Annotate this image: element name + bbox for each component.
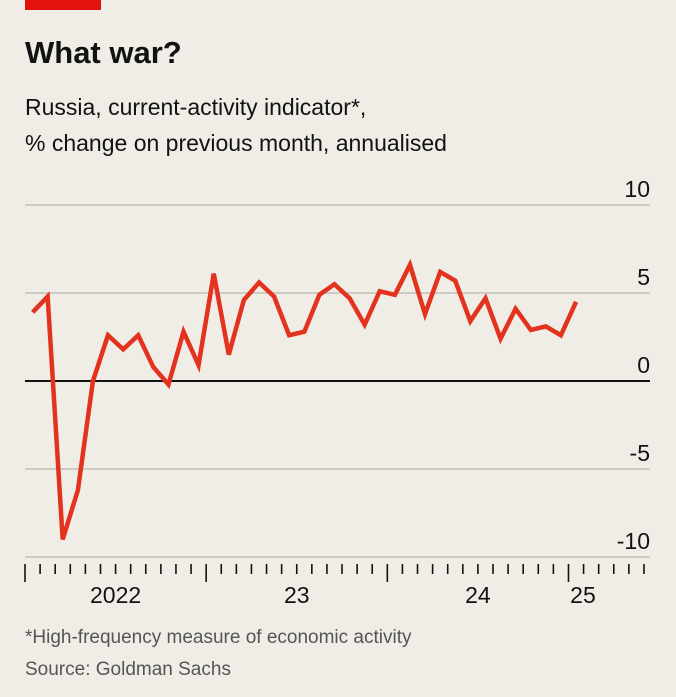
y-tick-label: 0	[637, 352, 650, 378]
chart-subtitle: % change on previous month, annualised	[25, 130, 447, 156]
source: Source: Goldman Sachs	[25, 659, 231, 680]
x-tick-label: 23	[284, 582, 310, 608]
brand-bar	[25, 0, 101, 10]
x-tick-label: 2022	[90, 582, 141, 608]
y-tick-label: 10	[624, 176, 650, 202]
chart-subtitle: Russia, current-activity indicator*,	[25, 94, 366, 120]
y-tick-label: 5	[637, 264, 650, 290]
y-tick-label: -10	[617, 528, 650, 554]
chart-title: What war?	[25, 35, 182, 70]
y-tick-label: -5	[630, 440, 650, 466]
x-tick-label: 24	[465, 582, 491, 608]
footnote: *High-frequency measure of economic acti…	[25, 627, 412, 648]
x-tick-label: 25	[570, 582, 596, 608]
data-line	[30, 258, 579, 541]
